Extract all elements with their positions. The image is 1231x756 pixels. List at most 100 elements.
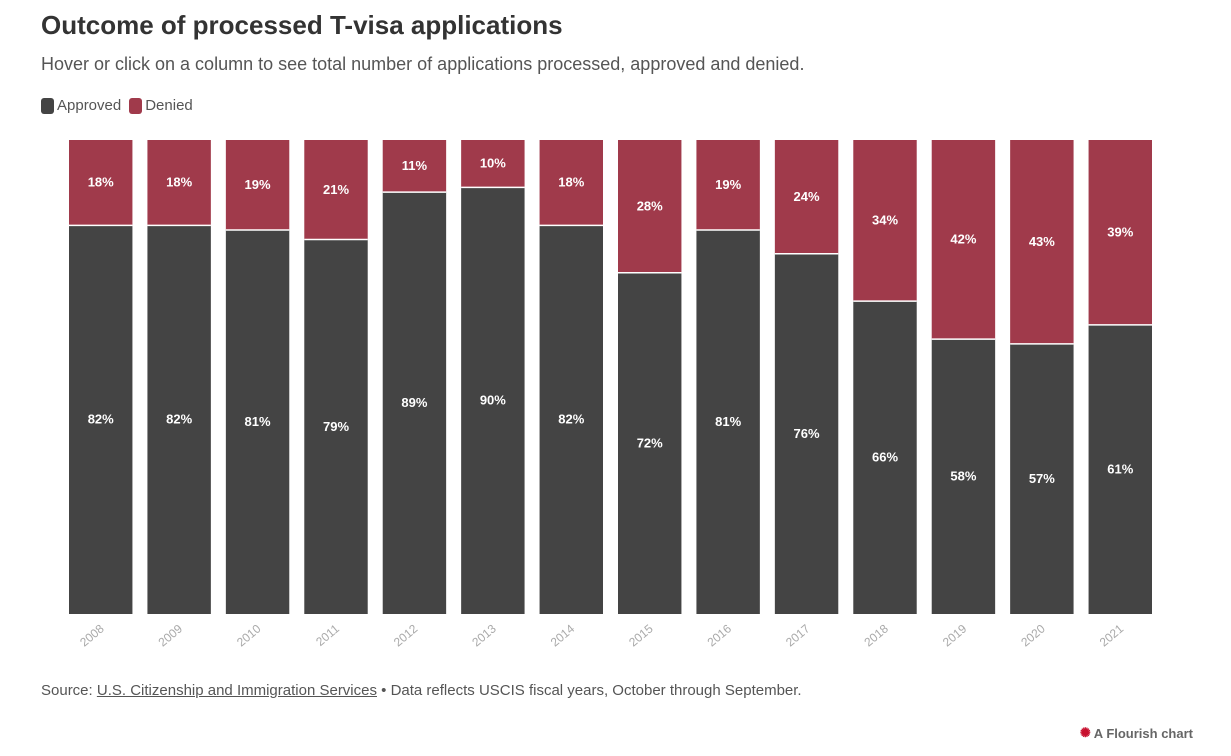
data-label-approved-2009: 82%: [166, 412, 192, 427]
chart-title: Outcome of processed T-visa applications: [41, 10, 563, 40]
bar-denied-2013[interactable]: [461, 140, 525, 188]
data-label-denied-2014: 18%: [558, 175, 584, 190]
data-label-denied-2018: 34%: [872, 213, 898, 228]
data-label-approved-2021: 61%: [1107, 461, 1133, 476]
source-link[interactable]: U.S. Citizenship and Immigration Service…: [96, 682, 377, 699]
data-label-approved-2014: 82%: [558, 412, 584, 427]
legend-item-approved[interactable]: Approved: [41, 97, 121, 114]
source-separator: •: [376, 682, 391, 699]
data-label-denied-2019: 42%: [950, 232, 976, 247]
bar-denied-2010[interactable]: [225, 140, 290, 231]
x-tick-label-2018: 2018: [861, 621, 891, 649]
legend-swatch-denied: [129, 97, 143, 114]
x-tick-label-2009: 2009: [156, 621, 186, 649]
data-label-denied-2020: 43%: [1029, 234, 1055, 249]
bar-approved-2017[interactable]: [774, 253, 839, 614]
bar-approved-2008[interactable]: [69, 225, 133, 614]
bar-denied-2018[interactable]: [853, 140, 917, 302]
bar-denied-2014[interactable]: [539, 140, 603, 226]
bar-approved-2012[interactable]: [382, 192, 447, 614]
bar-column-2015[interactable]: 28% 72%: [618, 140, 682, 614]
bar-column-2021[interactable]: 39% 61%: [1088, 140, 1152, 614]
x-tick-label-2016: 2016: [705, 621, 735, 649]
data-label-denied-2009: 18%: [166, 175, 192, 190]
legend-swatch-approved: [41, 97, 54, 114]
bar-column-2017[interactable]: 24% 76%: [774, 140, 839, 614]
x-tick-label-2013: 2013: [469, 621, 499, 649]
bar-approved-2016[interactable]: [696, 230, 760, 614]
bar-approved-2013[interactable]: [461, 187, 525, 614]
bar-approved-2015[interactable]: [618, 272, 682, 614]
data-label-approved-2013: 90%: [480, 393, 506, 408]
bar-denied-2019[interactable]: [931, 140, 996, 340]
bar-approved-2021[interactable]: [1088, 324, 1152, 614]
x-tick-label-2008: 2008: [77, 621, 107, 649]
data-label-approved-2018: 66%: [872, 450, 898, 465]
bar-approved-2009[interactable]: [147, 225, 211, 614]
bar-column-2013[interactable]: 10% 90%: [461, 140, 525, 614]
x-tick-label-2021: 2021: [1097, 621, 1127, 649]
data-label-denied-2013: 10%: [480, 156, 506, 171]
bar-column-2016[interactable]: 19% 81%: [696, 140, 760, 614]
bar-approved-2011[interactable]: [304, 239, 368, 615]
x-tick-label-2015: 2015: [626, 621, 656, 649]
flourish-credit[interactable]: ✺ A Flourish chart: [1080, 725, 1193, 741]
bar-denied-2020[interactable]: [1010, 140, 1074, 344]
data-label-denied-2010: 19%: [245, 177, 271, 192]
x-tick-label-2017: 2017: [783, 621, 813, 649]
bar-denied-2015[interactable]: [618, 140, 682, 273]
data-label-approved-2020: 57%: [1029, 471, 1055, 486]
bar-column-2009[interactable]: 18% 82%: [147, 140, 211, 614]
bar-denied-2008[interactable]: [69, 140, 133, 226]
bar-approved-2014[interactable]: [539, 225, 603, 614]
data-label-approved-2008: 82%: [88, 412, 114, 427]
bar-denied-2021[interactable]: [1088, 140, 1152, 325]
bar-denied-2011[interactable]: [304, 140, 368, 240]
data-label-denied-2017: 24%: [794, 189, 820, 204]
bar-denied-2012[interactable]: [382, 140, 447, 193]
data-label-denied-2011: 21%: [323, 182, 349, 197]
data-label-denied-2021: 39%: [1107, 224, 1133, 239]
flourish-logo-icon: ✺: [1079, 725, 1091, 740]
data-label-approved-2012: 89%: [401, 395, 427, 410]
source-note: Data reflects USCIS fiscal years, Octobe…: [390, 682, 802, 699]
source-prefix: Source:: [41, 682, 93, 699]
chart-subtitle: Hover or click on a column to see total …: [41, 54, 805, 74]
bar-column-2014[interactable]: 18% 82%: [539, 140, 603, 614]
bar-column-2012[interactable]: 11% 89%: [382, 140, 447, 614]
bar-approved-2010[interactable]: [225, 230, 290, 614]
source-footer: Source: U.S. Citizenship and Immigration…: [41, 682, 802, 699]
data-label-denied-2016: 19%: [715, 177, 741, 192]
data-label-approved-2011: 79%: [323, 419, 349, 434]
legend: Approved Denied: [41, 97, 201, 114]
x-tick-label-2019: 2019: [940, 621, 970, 649]
bar-column-2019[interactable]: 42% 58%: [931, 140, 996, 614]
bar-column-2010[interactable]: 19% 81%: [225, 140, 290, 614]
data-label-approved-2010: 81%: [245, 414, 271, 429]
data-label-approved-2019: 58%: [950, 469, 976, 484]
legend-item-denied[interactable]: Denied: [129, 97, 193, 114]
bar-denied-2016[interactable]: [696, 140, 760, 231]
data-label-approved-2015: 72%: [637, 435, 663, 450]
bar-column-2020[interactable]: 43% 57%: [1010, 140, 1074, 614]
data-label-denied-2015: 28%: [637, 198, 663, 213]
bar-approved-2020[interactable]: [1010, 343, 1074, 614]
flourish-credit-text: A Flourish chart: [1093, 725, 1193, 741]
x-tick-label-2011: 2011: [313, 621, 342, 649]
x-tick-label-2020: 2020: [1018, 621, 1048, 649]
bar-column-2011[interactable]: 21% 79%: [304, 140, 368, 615]
bar-column-2018[interactable]: 34% 66%: [853, 140, 917, 614]
bar-approved-2019[interactable]: [931, 339, 996, 614]
data-label-approved-2016: 81%: [715, 414, 741, 429]
bar-denied-2009[interactable]: [147, 140, 211, 226]
x-tick-label-2012: 2012: [391, 621, 421, 649]
data-label-approved-2017: 76%: [794, 426, 820, 441]
x-tick-label-2010: 2010: [234, 621, 264, 649]
data-label-denied-2008: 18%: [88, 175, 114, 190]
legend-label-denied: Denied: [145, 97, 193, 114]
bar-approved-2018[interactable]: [853, 301, 917, 614]
bar-column-2008[interactable]: 18% 82%: [69, 140, 133, 614]
data-label-denied-2012: 11%: [402, 158, 428, 173]
bar-denied-2017[interactable]: [774, 140, 839, 254]
stacked-bar-chart: 18% 82% 2008 18% 82% 2009 19% 81% 2010 21% 79% 2011…: [69, 140, 1152, 649]
